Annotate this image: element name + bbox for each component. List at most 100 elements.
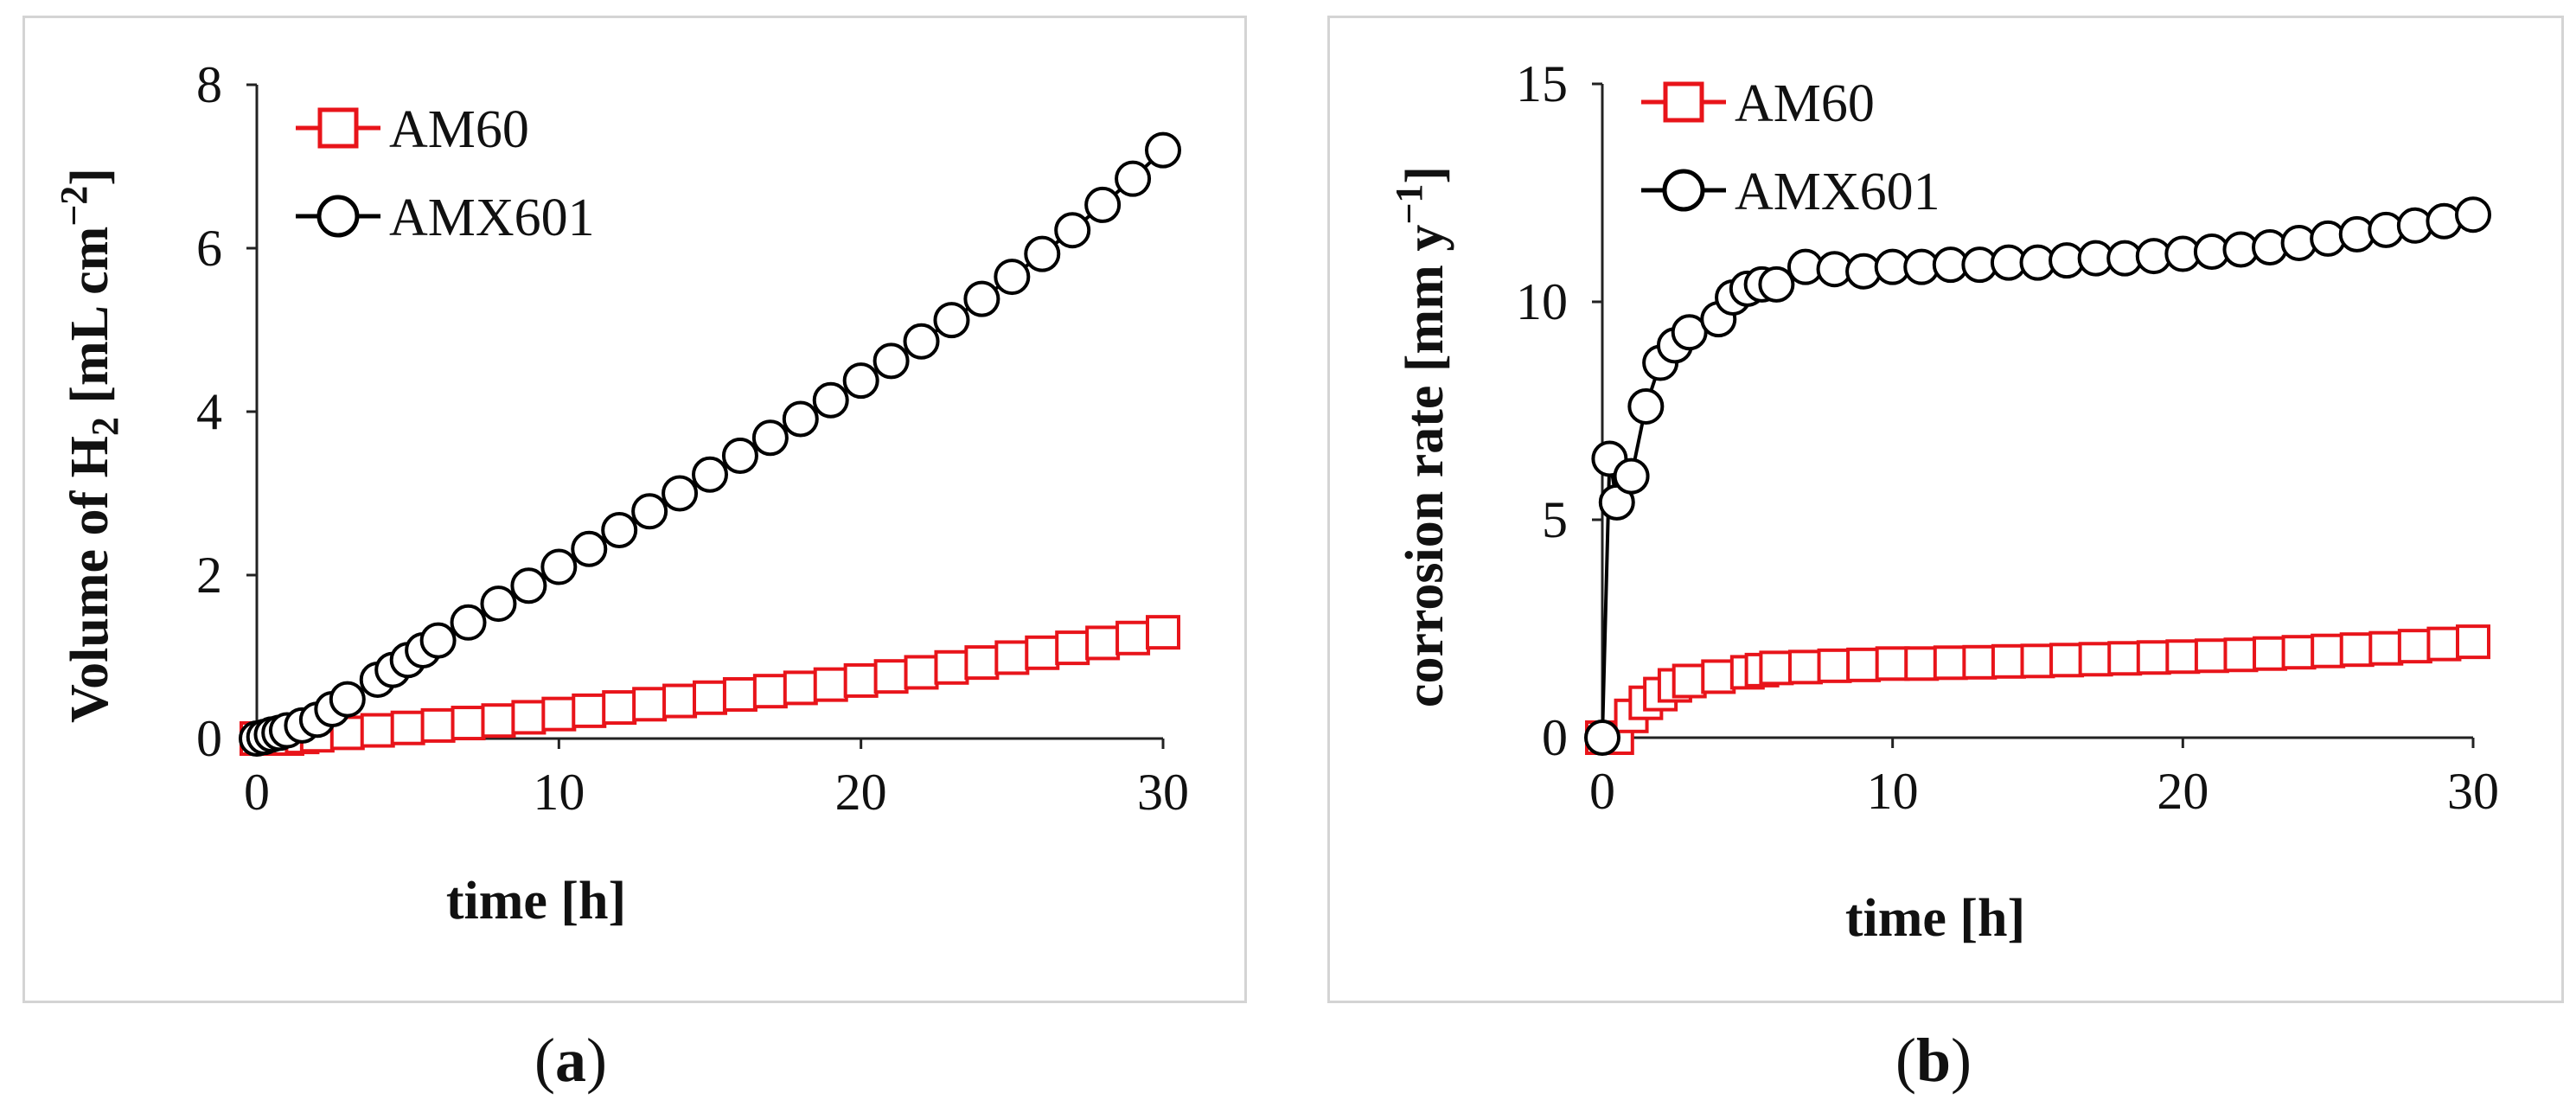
point-amx601: [1758, 265, 1795, 303]
point-amx601: [1115, 160, 1152, 197]
point-am60: [632, 687, 668, 722]
chart-a: 0 2 4 6 8 0 10 20 30 time [h] Volume of H2 [mL c…: [53, 56, 1189, 931]
legend-marker-am60: [317, 107, 359, 149]
chart-a-legend: AM60 AMX601: [296, 100, 595, 247]
point-amx601: [1145, 131, 1181, 169]
legend-label-amx601: AMX601: [389, 189, 595, 247]
point-amx601: [2426, 202, 2463, 240]
point-amx601: [1054, 212, 1091, 249]
point-am60: [360, 713, 395, 748]
y-tick-label: 15: [1516, 55, 1568, 112]
point-amx601: [963, 280, 1000, 317]
point-amx601: [782, 400, 819, 438]
x-tick-label: 20: [835, 764, 887, 821]
point-am60: [1991, 643, 2026, 679]
point-amx601: [751, 419, 789, 457]
point-am60: [2020, 643, 2055, 679]
point-amx601: [480, 585, 517, 623]
point-am60: [1846, 647, 1882, 682]
point-am60: [2426, 626, 2462, 662]
x-tick-label: 30: [2447, 763, 2499, 820]
panel-label-b: (b): [1895, 1026, 1972, 1095]
x-tick-label: 0: [1589, 763, 1615, 820]
point-am60: [2281, 635, 2317, 670]
point-am60: [662, 683, 698, 719]
point-am60: [1701, 659, 1736, 694]
point-am60: [994, 640, 1030, 675]
chart-a-tick-labels: 0 2 4 6 8 0 10 20 30: [196, 56, 1189, 821]
panel-b-frame: [1327, 16, 2564, 1003]
chart-b-x-axis-label: time [h]: [1845, 889, 2025, 948]
point-amx601: [933, 302, 970, 339]
point-amx601: [419, 622, 457, 659]
point-amx601: [631, 493, 668, 530]
point-am60: [964, 645, 1000, 681]
point-am60: [934, 649, 969, 685]
y-tick-label: 5: [1542, 491, 1568, 548]
point-am60: [693, 680, 727, 715]
point-am60: [1904, 646, 1940, 681]
point-am60: [904, 655, 939, 690]
point-am60: [2223, 637, 2259, 673]
point-am60: [2194, 638, 2229, 674]
y-tick-label: 10: [1516, 273, 1568, 330]
point-am60: [813, 667, 848, 702]
point-amx601: [903, 323, 940, 360]
point-amx601: [1627, 387, 1665, 425]
point-am60: [783, 670, 818, 706]
point-am60: [602, 690, 637, 726]
point-am60: [843, 662, 879, 698]
point-am60: [1055, 630, 1090, 666]
point-amx601: [329, 681, 366, 718]
legend-marker-amx601-b: [1662, 169, 1705, 212]
chart-a-x-axis-label: time [h]: [446, 872, 626, 931]
point-am60: [2339, 632, 2375, 668]
point-am60: [1962, 644, 1998, 680]
point-amx601: [510, 567, 547, 604]
point-am60: [1085, 625, 1121, 661]
point-am60: [2049, 643, 2085, 678]
point-amx601: [721, 438, 758, 475]
point-am60: [2368, 630, 2404, 666]
point-am60: [2253, 636, 2288, 671]
chart-b-legend: AM60 AMX601: [1641, 74, 1940, 221]
point-am60: [2107, 641, 2143, 676]
chart-a-y-axis-label: Volume of H2 [mL cm−2]: [53, 168, 126, 723]
point-am60: [1817, 648, 1852, 683]
chart-a-markers: [239, 131, 1181, 757]
panel-label-a: (a): [534, 1026, 607, 1095]
point-amx601: [571, 530, 608, 567]
point-am60: [873, 659, 909, 694]
point-amx601: [601, 512, 638, 549]
point-amx601: [1024, 235, 1061, 272]
point-amx601: [450, 604, 487, 641]
point-amx601: [1584, 720, 1620, 756]
point-amx601: [2455, 196, 2491, 233]
legend-marker-am60-b: [1663, 81, 1704, 123]
point-amx601: [1613, 457, 1650, 495]
point-am60: [1672, 663, 1707, 699]
legend-label-amx601-b: AMX601: [1735, 163, 1940, 221]
y-tick-label: 0: [196, 710, 222, 767]
legend-label-am60: AM60: [389, 100, 529, 159]
point-am60: [1115, 620, 1151, 656]
point-am60: [390, 710, 425, 745]
point-am60: [541, 696, 577, 732]
point-am60: [1875, 646, 1910, 681]
chart-b: 0 5 10 15 0 10 20 30 time [h] corrosion rate [m…: [1388, 55, 2499, 948]
chart-b-tick-labels: 0 5 10 15 0 10 20 30: [1516, 55, 2499, 820]
point-am60: [2456, 624, 2490, 660]
point-am60: [2311, 633, 2346, 668]
point-am60: [752, 674, 788, 709]
point-amx601: [994, 259, 1031, 296]
x-tick-label: 30: [1137, 764, 1189, 821]
x-tick-label: 20: [2157, 763, 2208, 820]
legend-marker-amx601: [316, 195, 360, 238]
point-am60: [2397, 629, 2432, 664]
point-amx601: [692, 456, 728, 493]
x-tick-label: 10: [533, 764, 585, 821]
x-tick-label: 10: [1867, 763, 1919, 820]
legend-label-am60-b: AM60: [1735, 74, 1875, 133]
chart-b-y-axis-label: corrosion rate [mm y−1]: [1388, 166, 1454, 707]
